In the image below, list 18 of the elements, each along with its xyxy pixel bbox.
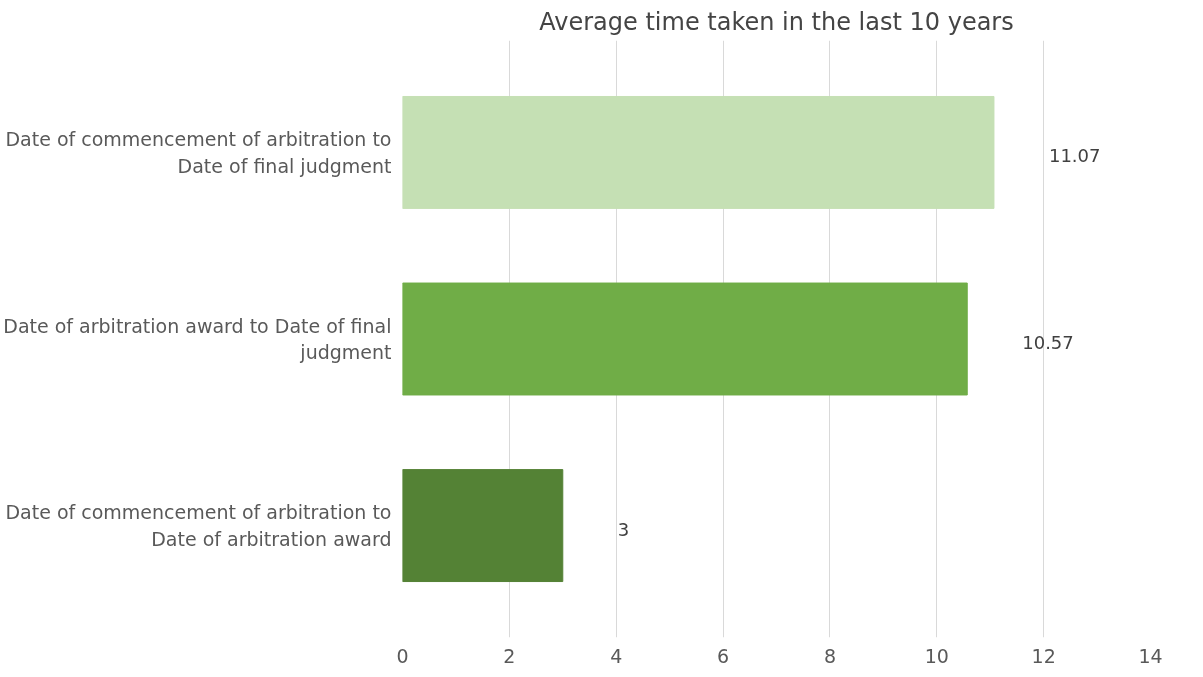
x-tick-label: 6 bbox=[717, 644, 730, 667]
data-label: 10.57 bbox=[1022, 332, 1074, 353]
bar bbox=[402, 469, 564, 583]
y-tick-label: Date of commencement of arbitration to Date of final judgment bbox=[5, 128, 392, 177]
chart-title: Average time taken in the last 10 years bbox=[539, 7, 1014, 36]
x-tick-label: 12 bbox=[1031, 644, 1056, 667]
x-tick-label: 14 bbox=[1138, 644, 1163, 667]
bar bbox=[402, 95, 995, 209]
data-label: 3 bbox=[617, 518, 630, 540]
y-tick-label: Date of arbitration award to Date of final judgment bbox=[3, 314, 392, 364]
x-tick-label: 0 bbox=[396, 644, 409, 667]
data-label: 11.07 bbox=[1048, 145, 1101, 167]
y-tick-label: Date of commencement of arbitration to Date of arbitration award bbox=[5, 501, 392, 550]
x-tick-label: 10 bbox=[924, 644, 949, 667]
x-tick-label: 4 bbox=[610, 644, 623, 667]
bar bbox=[402, 282, 968, 396]
x-tick-label: 2 bbox=[503, 644, 516, 667]
x-tick-label: 8 bbox=[823, 644, 836, 667]
